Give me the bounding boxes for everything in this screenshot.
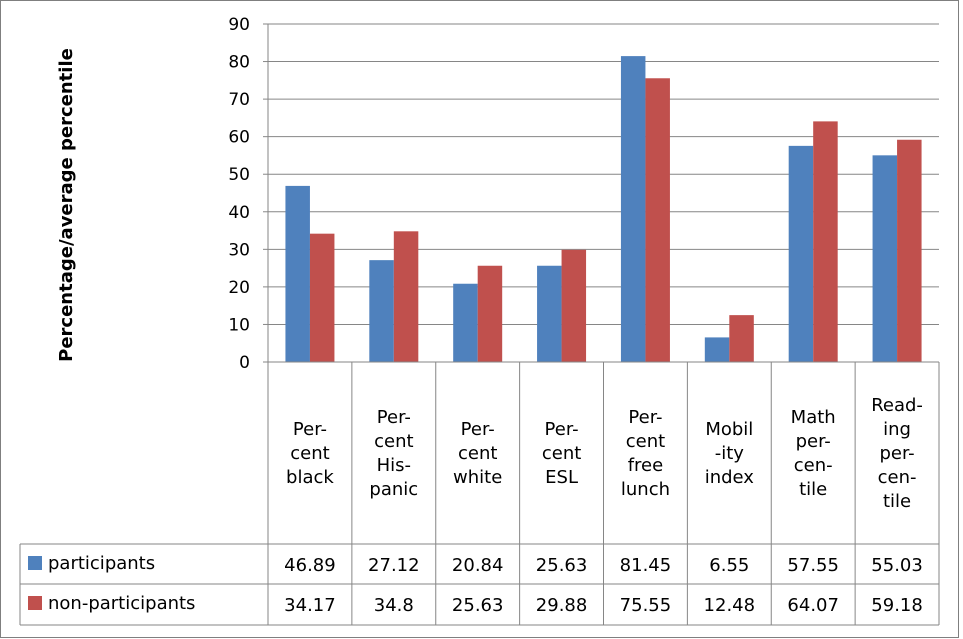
category-label: cent [290, 443, 329, 464]
category-label: -ity [715, 443, 745, 464]
y-tick-label: 80 [228, 53, 250, 73]
category-label: per- [879, 443, 914, 464]
category-label: ing [883, 419, 911, 440]
bar-participants-7 [872, 155, 898, 362]
category-label: cent [458, 443, 497, 464]
legend-label-participants: participants [48, 553, 155, 574]
legend-label-non-participants: non-participants [48, 593, 195, 614]
category-label: His- [377, 455, 411, 476]
category-label: Mobil [705, 419, 753, 440]
category-label: ESL [545, 467, 578, 488]
category-label: cen- [794, 455, 833, 476]
data-label: 27.12 [368, 555, 420, 576]
category-label: Per- [461, 419, 495, 440]
category-label: cent [626, 431, 665, 452]
category-label: tile [799, 479, 827, 500]
category-label: Per- [293, 419, 327, 440]
category-label: free [628, 455, 664, 476]
bar-participants-0 [285, 185, 310, 362]
bar-participants-1 [369, 260, 394, 362]
y-tick-label: 0 [239, 353, 250, 373]
bar-participants-5 [704, 337, 730, 362]
bar-participants-6 [788, 145, 814, 362]
data-label: 34.8 [374, 595, 414, 616]
data-label: 57.55 [787, 555, 839, 576]
y-tick-labels: 0 10 20 30 40 50 60 70 80 90 [228, 15, 250, 373]
bar-non-participants-2 [477, 265, 503, 362]
category-label: index [705, 467, 755, 488]
y-tick-label: 60 [228, 128, 250, 148]
category-label: Math [791, 407, 836, 428]
data-label: 59.18 [871, 595, 923, 616]
category-label: white [453, 467, 502, 488]
bar-participants-3 [537, 265, 562, 362]
bar-non-participants-7 [897, 139, 922, 362]
bar-non-participants-3 [561, 249, 587, 362]
bar-non-participants-4 [645, 78, 670, 363]
data-label: 34.17 [284, 595, 336, 616]
category-label: Per- [628, 407, 662, 428]
y-tick-label: 20 [228, 278, 250, 298]
data-label: 75.55 [620, 595, 672, 616]
bar-participants-2 [453, 283, 478, 362]
legend-swatch-participants [28, 556, 42, 570]
data-label: 55.03 [871, 555, 923, 576]
data-label: 81.45 [620, 555, 672, 576]
data-label: 6.55 [709, 555, 749, 576]
bar-non-participants-1 [393, 231, 419, 362]
data-label: 29.88 [536, 595, 588, 616]
category-label: Per- [377, 407, 411, 428]
legend-swatch-non-participants [28, 596, 42, 610]
bar-participants-4 [620, 56, 646, 363]
category-label: Read- [871, 395, 923, 416]
category-label: panic [369, 479, 418, 500]
y-tick-label: 30 [228, 240, 250, 260]
data-label: 64.07 [787, 595, 839, 616]
y-tick-label: 50 [228, 165, 250, 185]
category-label: black [286, 467, 334, 488]
y-tick-label: 40 [228, 203, 250, 223]
data-label: 25.63 [452, 595, 504, 616]
category-label: per- [796, 431, 831, 452]
y-tick-label: 90 [228, 15, 250, 35]
data-table: Per-cent black Per-cent His-panic Per-cent wh… [19, 361, 940, 626]
data-label: 46.89 [284, 555, 336, 576]
bar-non-participants-0 [309, 233, 335, 362]
bars [285, 56, 922, 363]
category-label: tile [883, 491, 911, 512]
y-axis-label: Percentage/average percentile [56, 48, 77, 362]
data-label: 20.84 [452, 555, 504, 576]
category-label: Per- [545, 419, 579, 440]
data-label: 25.63 [536, 555, 588, 576]
bar-non-participants-5 [729, 315, 754, 362]
category-label: lunch [621, 479, 670, 500]
category-label: cen- [878, 467, 917, 488]
data-label: 12.48 [704, 595, 756, 616]
category-label: cent [542, 443, 581, 464]
category-label: cent [374, 431, 413, 452]
y-tick-label: 10 [228, 315, 250, 335]
axes [263, 23, 269, 363]
y-tick-label: 70 [228, 90, 250, 110]
bar-non-participants-6 [813, 121, 838, 362]
